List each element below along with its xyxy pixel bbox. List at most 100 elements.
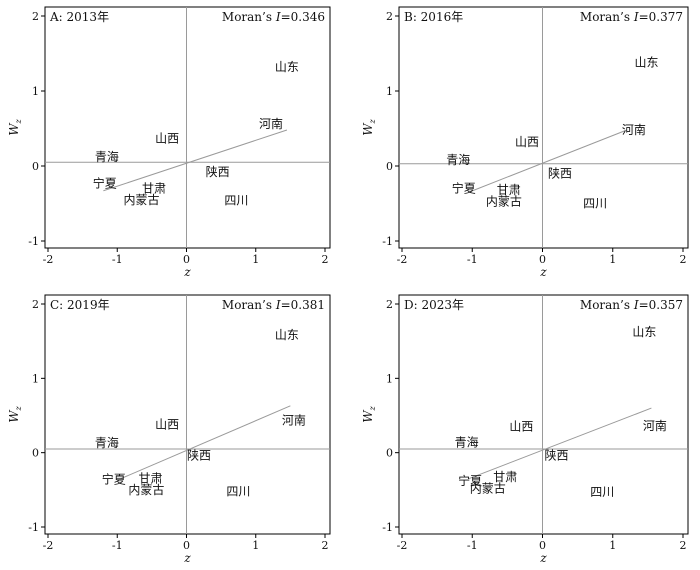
x-tick-label: -2 xyxy=(43,253,54,266)
point-label: 四川 xyxy=(590,485,614,499)
y-tick-label: -1 xyxy=(28,235,39,248)
point-label: 河南 xyxy=(622,122,646,137)
plot-frame xyxy=(44,294,331,535)
x-tick-label: -1 xyxy=(467,253,478,266)
y-axis-title-main: W xyxy=(361,409,375,423)
x-tick-label: -1 xyxy=(112,253,123,266)
y-tick-label: 0 xyxy=(386,447,393,460)
moran-i-annotation: Moran’s I=0.346 xyxy=(222,10,325,24)
y-tick-label: 0 xyxy=(32,160,39,173)
moran-i-annotation: Moran’s I=0.377 xyxy=(580,10,683,24)
x-tick-label: -1 xyxy=(467,539,478,552)
y-tick-label: -1 xyxy=(382,235,393,248)
point-label: 内蒙古 xyxy=(486,193,522,208)
y-tick-label: -1 xyxy=(28,521,39,534)
plot-frame xyxy=(398,294,689,535)
x-tick-label: -2 xyxy=(397,539,408,552)
y-tick-label: 2 xyxy=(32,10,39,23)
panel-title: C: 2019年 xyxy=(50,298,110,312)
panel-title: A: 2013年 xyxy=(49,10,109,24)
point-label: 山西 xyxy=(509,420,533,434)
point-label: 青海 xyxy=(446,152,470,167)
fit-line xyxy=(468,407,652,480)
y-axis-title: Wz xyxy=(7,405,23,422)
y-axis-title-main: W xyxy=(7,409,21,423)
y-tick-label: -1 xyxy=(382,521,393,534)
y-tick-label: 1 xyxy=(32,85,39,98)
x-tick-label: 1 xyxy=(609,539,616,552)
x-tick-label: 0 xyxy=(539,253,546,266)
panel-title: B: 2016年 xyxy=(404,10,463,24)
point-label: 四川 xyxy=(583,197,607,211)
y-axis-title-sub: z xyxy=(368,405,377,411)
plot-frame xyxy=(398,6,689,249)
point-label: 河南 xyxy=(282,413,306,428)
y-tick-label: 2 xyxy=(386,298,393,311)
y-tick-label: 2 xyxy=(386,10,393,23)
x-tick-label: -1 xyxy=(112,539,123,552)
y-tick-label: 0 xyxy=(386,160,393,173)
point-label: 宁夏 xyxy=(452,181,476,196)
x-tick-label: 0 xyxy=(183,539,190,552)
fit-line xyxy=(120,405,291,480)
moran-i-annotation: Moran’s I=0.381 xyxy=(222,298,325,312)
point-label: 甘肃 xyxy=(142,182,166,196)
y-axis-title-sub: z xyxy=(14,405,23,411)
x-axis-title: z xyxy=(183,265,191,279)
x-axis-title: z xyxy=(539,551,547,565)
point-label: 青海 xyxy=(455,434,479,449)
y-tick-label: 1 xyxy=(386,372,393,385)
point-label: 甘肃 xyxy=(497,183,521,197)
point-label: 四川 xyxy=(224,194,248,208)
y-tick-label: 0 xyxy=(32,447,39,460)
x-tick-label: -2 xyxy=(43,539,54,552)
point-label: 宁夏 xyxy=(93,175,117,190)
x-axis-title: z xyxy=(183,551,191,565)
y-tick-label: 2 xyxy=(32,298,39,311)
x-tick-label: 1 xyxy=(252,253,259,266)
point-label: 陕西 xyxy=(545,448,569,463)
y-axis-title-main: W xyxy=(361,122,375,136)
panel-title: D: 2023年 xyxy=(404,298,464,312)
point-label: 陕西 xyxy=(548,166,572,181)
fit-line xyxy=(468,129,627,193)
point-label: 青海 xyxy=(95,435,119,450)
point-label: 内蒙古 xyxy=(128,482,164,497)
y-axis-title: Wz xyxy=(361,118,377,135)
point-label: 山西 xyxy=(155,131,179,145)
x-tick-label: 2 xyxy=(322,253,329,266)
y-axis-title: Wz xyxy=(7,118,23,135)
y-axis-title: Wz xyxy=(361,405,377,422)
point-label: 四川 xyxy=(226,484,250,498)
point-label: 陕西 xyxy=(187,448,211,463)
y-tick-label: 1 xyxy=(32,372,39,385)
x-tick-label: 2 xyxy=(680,253,687,266)
y-axis-title-sub: z xyxy=(14,118,23,124)
x-axis-title: z xyxy=(539,265,547,279)
point-label: 甘肃 xyxy=(493,470,517,484)
y-tick-label: 1 xyxy=(386,85,393,98)
point-label: 山西 xyxy=(515,135,539,149)
moran-i-annotation: Moran’s I=0.357 xyxy=(580,298,683,312)
point-label: 宁夏 xyxy=(102,471,126,486)
y-axis-title-main: W xyxy=(7,122,21,136)
x-tick-label: 0 xyxy=(183,253,190,266)
fit-line xyxy=(103,129,288,192)
x-tick-label: 2 xyxy=(322,539,329,552)
x-tick-label: 1 xyxy=(252,539,259,552)
point-label: 山东 xyxy=(275,60,299,74)
point-label: 青海 xyxy=(95,149,119,164)
point-label: 山东 xyxy=(275,328,299,342)
point-label: 山西 xyxy=(155,417,179,431)
y-axis-title-sub: z xyxy=(368,118,377,124)
x-tick-label: -2 xyxy=(397,253,408,266)
point-label: 宁夏 xyxy=(458,473,482,488)
point-label: 甘肃 xyxy=(138,472,162,486)
point-label: 内蒙古 xyxy=(470,480,506,495)
x-tick-label: 0 xyxy=(539,539,546,552)
point-label: 内蒙古 xyxy=(123,192,159,207)
